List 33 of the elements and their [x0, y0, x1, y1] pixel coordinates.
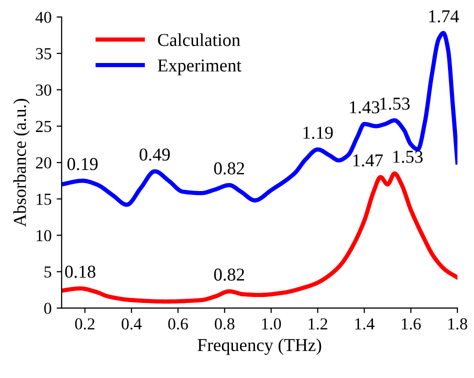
annotation: 1.19 [304, 126, 333, 139]
y-tick-label: 40 [36, 12, 52, 23]
y-tick-label: 20 [36, 157, 52, 168]
annotation: 0.19 [67, 158, 98, 170]
annotation: 0.82 [214, 162, 244, 175]
x-tick-label: 1.0 [262, 318, 281, 330]
y-tick-label: 5 [44, 266, 52, 278]
x-tick-label: 0.8 [214, 318, 234, 330]
x-tick-label: 0.2 [75, 318, 94, 330]
annotation: 1.43 [350, 101, 380, 114]
annotation: 1.74 [429, 10, 459, 22]
y-tick-label: 10 [36, 230, 52, 242]
x-tick-label: 0.6 [168, 318, 188, 330]
annotation: 1.53 [380, 98, 410, 110]
legend-label: Calculation [158, 33, 240, 46]
y-tick-label: 15 [36, 194, 52, 205]
x-axis-title: Frequency (THz) [198, 338, 322, 355]
x-tick-label: 1.6 [402, 318, 421, 330]
annotation: 0.18 [65, 266, 96, 278]
y-axis-title: Absorbance (a.u.) [13, 98, 30, 227]
x-tick-label: 1.4 [355, 318, 374, 330]
annotation: 1.47 [353, 154, 383, 167]
y-tick-label: 35 [36, 48, 52, 60]
y-tick-label: 30 [36, 84, 52, 96]
x-tick-label: 0.4 [122, 318, 142, 330]
x-tick-label: 1.2 [308, 318, 328, 330]
y-tick-label: 25 [36, 120, 52, 132]
x-tick-label: 1.8 [448, 318, 468, 330]
annotation: 1.53 [393, 150, 423, 163]
legend-label: Experiment [158, 59, 242, 76]
annotation: 0.49 [140, 148, 170, 161]
y-tick-label: 0 [44, 302, 52, 314]
annotation: 0.82 [214, 268, 244, 281]
